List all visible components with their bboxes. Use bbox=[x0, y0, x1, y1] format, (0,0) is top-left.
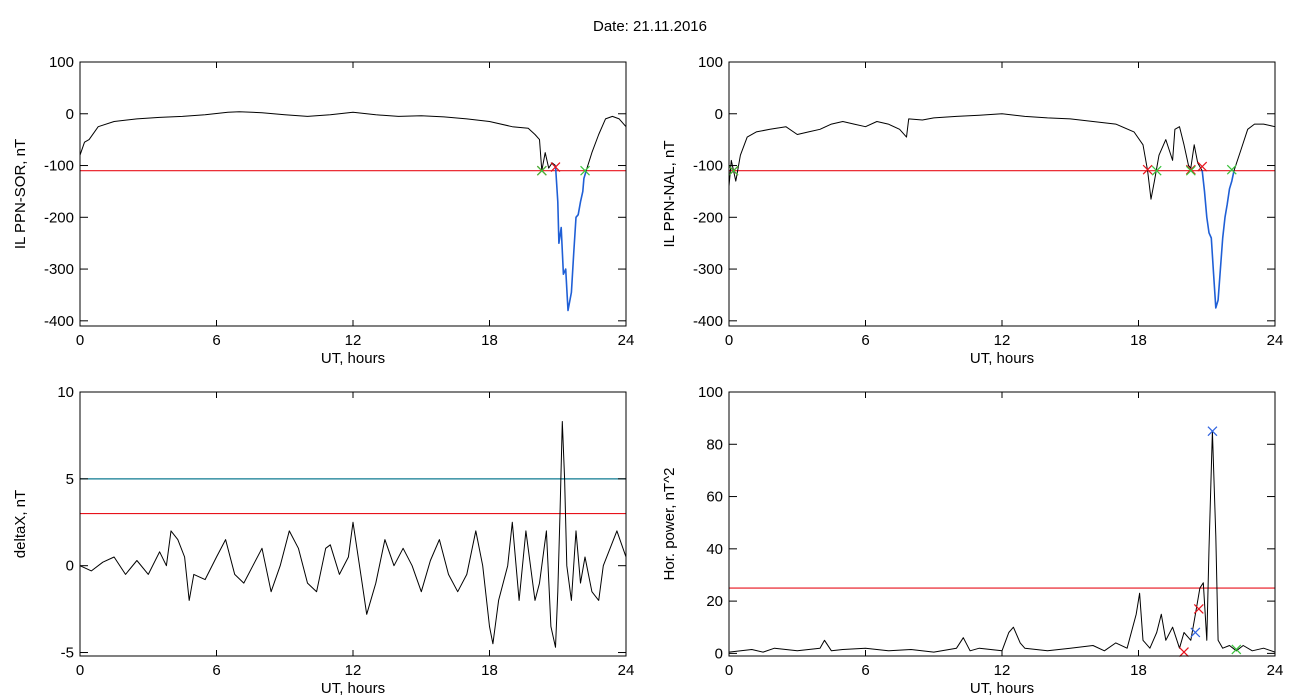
marker-stroke bbox=[1185, 165, 1196, 176]
y-tick-label: 60 bbox=[706, 489, 723, 506]
data-series-1 bbox=[728, 430, 1276, 653]
marker-blue bbox=[1190, 627, 1201, 638]
y-tick-label: -5 bbox=[61, 645, 74, 662]
y-axis-label: IL PPN-NAL, nT bbox=[661, 141, 678, 248]
x-tick-label: 0 bbox=[725, 332, 733, 349]
x-tick-label: 12 bbox=[994, 332, 1011, 349]
y-tick-label: 100 bbox=[698, 384, 723, 401]
marker-stroke bbox=[1226, 164, 1237, 175]
x-tick-label: 18 bbox=[481, 662, 498, 679]
y-tick-label: 0 bbox=[66, 558, 74, 575]
x-tick-label: 6 bbox=[212, 662, 220, 679]
marker-green bbox=[1185, 165, 1196, 176]
x-tick-label: 18 bbox=[1130, 332, 1147, 349]
x-tick-label: 6 bbox=[861, 662, 869, 679]
y-tick-label: -400 bbox=[693, 313, 723, 330]
page-title: Date: 21.11.2016 bbox=[593, 18, 707, 35]
y-tick-label: 80 bbox=[706, 436, 723, 453]
marker-stroke bbox=[536, 165, 547, 176]
marker-red bbox=[1197, 161, 1208, 172]
x-tick-label: 6 bbox=[861, 332, 869, 349]
x-tick-label: 24 bbox=[1267, 332, 1284, 349]
marker-green bbox=[1231, 644, 1242, 655]
plot-frame bbox=[728, 391, 1276, 657]
y-tick-label: -100 bbox=[693, 158, 723, 175]
y-tick-label: 5 bbox=[66, 471, 74, 488]
marker-blue bbox=[1207, 426, 1218, 437]
y-axis-label: Hor. power, nT^2 bbox=[661, 468, 678, 581]
marker-stroke bbox=[1185, 164, 1196, 175]
data-series-2 bbox=[1201, 170, 1235, 309]
marker-stroke bbox=[580, 165, 590, 176]
y-tick-label: -400 bbox=[44, 313, 74, 330]
x-tick-label: 6 bbox=[212, 332, 220, 349]
plot-frame bbox=[728, 61, 1276, 327]
marker-stroke bbox=[1179, 647, 1189, 658]
data-series-1 bbox=[728, 113, 1203, 200]
data-series-1 bbox=[79, 421, 627, 648]
x-tick-label: 24 bbox=[618, 662, 635, 679]
y-tick-label: -200 bbox=[693, 209, 723, 226]
marker-stroke bbox=[1231, 644, 1242, 655]
marker-green bbox=[1226, 164, 1237, 175]
y-tick-label: 0 bbox=[66, 106, 74, 123]
x-axis-label: UT, hours bbox=[970, 680, 1034, 697]
marker-stroke bbox=[1197, 161, 1208, 172]
x-tick-label: 24 bbox=[1267, 662, 1284, 679]
data-series-3 bbox=[1233, 123, 1276, 171]
marker-red bbox=[550, 162, 561, 173]
x-tick-label: 0 bbox=[76, 332, 84, 349]
x-tick-label: 12 bbox=[345, 662, 362, 679]
marker-stroke bbox=[1142, 164, 1153, 175]
y-tick-label: -300 bbox=[44, 261, 74, 278]
marker-red bbox=[1179, 647, 1189, 658]
marker-stroke bbox=[1193, 604, 1204, 614]
marker-stroke bbox=[728, 165, 739, 176]
x-axis-label: UT, hours bbox=[321, 350, 385, 367]
marker-green bbox=[1151, 165, 1162, 176]
data-series-1 bbox=[79, 111, 556, 172]
marker-stroke bbox=[550, 162, 561, 173]
y-tick-label: -300 bbox=[693, 261, 723, 278]
panel-4: 0 6 12 18 24 100 80 60 40 20 0 UT, hours Hor. power,… bbox=[661, 384, 1283, 697]
y-tick-label: 100 bbox=[698, 54, 723, 71]
data-series-2 bbox=[554, 165, 587, 312]
panel-2: 0 6 12 18 24 100 0 -100 -200 -300 -400 UT, hours IL … bbox=[661, 54, 1283, 367]
x-tick-label: 12 bbox=[994, 662, 1011, 679]
marker-stroke bbox=[1151, 165, 1162, 176]
marker-stroke bbox=[1207, 426, 1218, 437]
y-tick-label: -200 bbox=[44, 209, 74, 226]
data-series-3 bbox=[585, 115, 627, 171]
y-tick-label: 20 bbox=[706, 593, 723, 610]
y-tick-label: 10 bbox=[57, 384, 74, 401]
marker-green bbox=[580, 165, 590, 176]
x-axis-label: UT, hours bbox=[321, 680, 385, 697]
y-tick-label: 100 bbox=[49, 54, 74, 71]
x-tick-label: 0 bbox=[725, 662, 733, 679]
y-axis-label: IL PPN-SOR, nT bbox=[12, 139, 29, 249]
marker-red bbox=[1185, 164, 1196, 175]
marker-green bbox=[728, 165, 739, 176]
plot-frame bbox=[79, 61, 627, 327]
x-tick-label: 18 bbox=[481, 332, 498, 349]
x-tick-label: 18 bbox=[1130, 662, 1147, 679]
x-axis-label: UT, hours bbox=[970, 350, 1034, 367]
marker-green bbox=[536, 165, 547, 176]
y-tick-label: 0 bbox=[715, 106, 723, 123]
y-axis-label: deltaX, nT bbox=[12, 490, 29, 558]
y-tick-label: 0 bbox=[715, 645, 723, 662]
marker-stroke bbox=[1190, 627, 1201, 638]
x-tick-label: 24 bbox=[618, 332, 635, 349]
x-tick-label: 12 bbox=[345, 332, 362, 349]
y-tick-label: 40 bbox=[706, 541, 723, 558]
x-tick-label: 0 bbox=[76, 662, 84, 679]
y-tick-label: -100 bbox=[44, 158, 74, 175]
marker-red bbox=[1193, 604, 1204, 614]
panel-1: 0 6 12 18 24 100 0 -100 -200 -300 -400 UT, hours IL … bbox=[12, 54, 634, 367]
marker-red bbox=[1142, 164, 1153, 175]
